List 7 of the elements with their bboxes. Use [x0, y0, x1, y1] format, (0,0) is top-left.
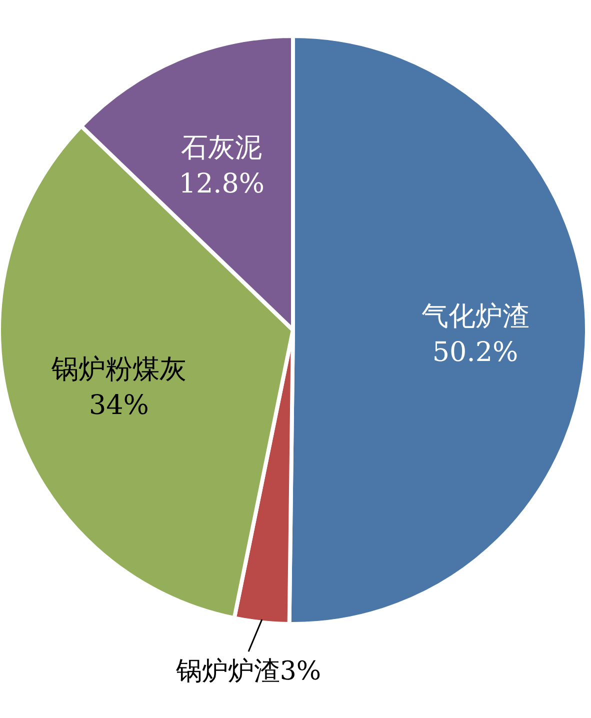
slice-label: 气化炉渣 — [421, 301, 530, 332]
slice-label: 锅炉粉煤灰 — [50, 354, 186, 386]
slice-label: 石灰泥 — [181, 132, 262, 164]
data-label: 34% — [88, 390, 149, 422]
data-label: 50.2% — [432, 337, 518, 368]
slice-label: 锅炉炉渣3% — [174, 656, 322, 687]
data-label: 12.8% — [178, 168, 265, 200]
